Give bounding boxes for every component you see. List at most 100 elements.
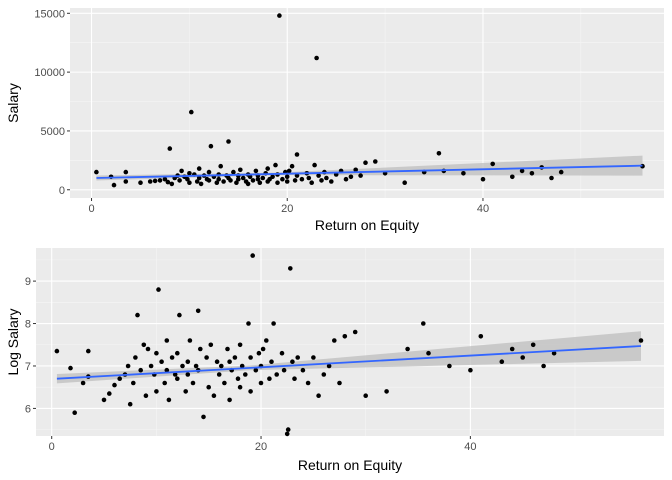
data-point: [326, 363, 332, 369]
trend-line: [56, 345, 642, 380]
data-point: [193, 363, 199, 369]
data-point: [107, 391, 112, 396]
data-point: [112, 382, 117, 388]
data-point: [321, 372, 327, 377]
x-axis-title: Return on Equity: [315, 217, 419, 233]
data-point: [177, 312, 182, 318]
data-point: [288, 266, 293, 271]
data-point: [231, 169, 236, 175]
y-tick-label: 8: [25, 319, 31, 331]
data-point: [426, 350, 431, 356]
data-point: [133, 355, 138, 360]
data-point: [187, 338, 193, 343]
data-point: [510, 174, 515, 180]
data-point: [549, 175, 554, 181]
data-point: [157, 178, 163, 183]
data-point: [226, 139, 231, 144]
data-point: [358, 173, 363, 178]
data-point: [175, 350, 180, 356]
data-point: [267, 376, 272, 382]
data-point: [125, 363, 131, 369]
data-point: [143, 393, 149, 399]
data-point: [478, 334, 484, 339]
data-point: [80, 380, 86, 386]
data-point: [246, 321, 251, 326]
data-point: [180, 363, 185, 369]
x-tick-label: 0: [88, 203, 94, 215]
data-point: [127, 401, 133, 407]
data-point: [72, 410, 77, 416]
data-point: [421, 321, 426, 326]
data-point: [148, 363, 154, 369]
y-tick-label: 7: [25, 361, 31, 373]
data-point: [183, 389, 188, 394]
chart-2: 0 20 40 6 7 8 9 Return on Equity Log Salary: [5, 248, 664, 473]
data-point: [286, 168, 292, 174]
data-point: [311, 355, 316, 360]
data-point: [284, 174, 290, 180]
data-point: [162, 176, 168, 182]
data-point: [405, 346, 410, 352]
data-point: [227, 397, 232, 403]
x-tick-label: 0: [49, 441, 55, 453]
y-axis-title: Salary: [5, 83, 21, 123]
data-point: [300, 367, 306, 373]
data-point: [265, 166, 271, 171]
data-point: [258, 380, 264, 386]
data-point: [284, 431, 290, 437]
data-point: [269, 359, 274, 365]
data-point: [177, 178, 182, 183]
data-point: [530, 342, 536, 348]
data-point: [551, 350, 557, 356]
data-point: [165, 179, 171, 185]
data-point: [232, 355, 238, 360]
data-point: [239, 363, 245, 369]
data-point: [185, 359, 191, 365]
data-point: [206, 178, 212, 183]
data-point: [353, 167, 359, 173]
data-point: [402, 180, 408, 185]
data-point: [250, 253, 255, 258]
data-point: [289, 163, 295, 169]
data-point: [363, 393, 369, 399]
data-point: [187, 180, 192, 185]
y-tick-label: 0: [59, 185, 65, 197]
data-point: [175, 376, 180, 382]
data-point: [248, 389, 253, 394]
data-point: [384, 389, 389, 394]
data-point: [169, 355, 175, 360]
data-point: [243, 372, 248, 377]
data-point: [187, 171, 192, 176]
data-point: [373, 159, 378, 164]
data-point: [138, 180, 143, 185]
data-point: [195, 308, 201, 314]
data-point: [204, 355, 209, 360]
data-point: [228, 178, 233, 183]
data-point: [312, 162, 317, 168]
data-point: [234, 180, 239, 185]
data-point: [294, 152, 300, 157]
data-point: [270, 174, 275, 180]
data-point: [248, 355, 253, 360]
data-point: [206, 169, 212, 175]
data-point: [274, 372, 280, 377]
data-point: [156, 287, 161, 292]
data-point: [348, 174, 354, 180]
data-point: [94, 169, 99, 175]
data-point: [167, 146, 173, 151]
data-point: [499, 359, 505, 365]
data-point: [255, 176, 261, 182]
data-point: [316, 173, 321, 178]
data-point: [238, 167, 243, 173]
data-point: [309, 180, 315, 185]
data-point: [332, 338, 337, 343]
data-point: [159, 359, 164, 365]
data-point: [292, 178, 298, 183]
data-point: [253, 367, 259, 373]
data-point: [208, 342, 214, 348]
data-point: [319, 178, 324, 183]
data-point: [284, 179, 290, 184]
data-point: [314, 55, 319, 61]
data-point: [214, 359, 220, 365]
data-point: [324, 175, 329, 181]
